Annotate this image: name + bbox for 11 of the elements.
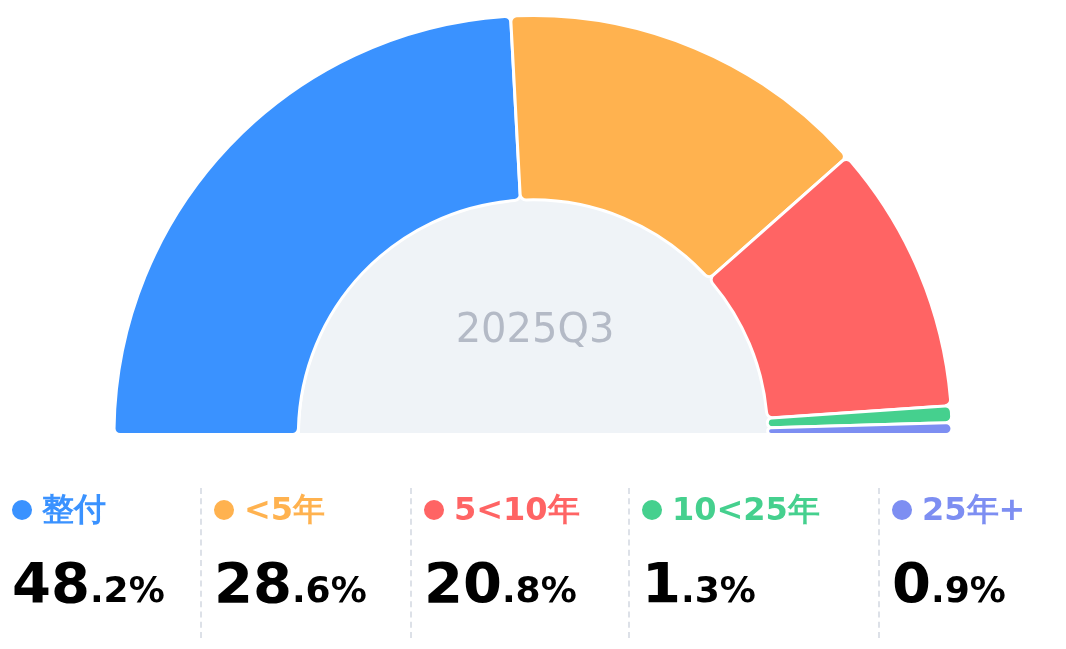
legend-label: 5<10年 bbox=[453, 489, 581, 530]
legend-label: 25年+ bbox=[921, 489, 1027, 530]
data-label: 1.3% bbox=[642, 550, 757, 615]
text: 2025Q3 bbox=[454, 305, 616, 351]
data-label: 20.8% bbox=[424, 550, 578, 615]
data-label: 48.2% bbox=[12, 550, 166, 615]
data-label: 0.9% bbox=[892, 550, 1007, 615]
legend-label: 整付 bbox=[41, 489, 107, 530]
data-label: 28.6% bbox=[214, 550, 368, 615]
legend-label: 10<25年 bbox=[671, 489, 821, 530]
legend-label: <5年 bbox=[243, 489, 327, 530]
